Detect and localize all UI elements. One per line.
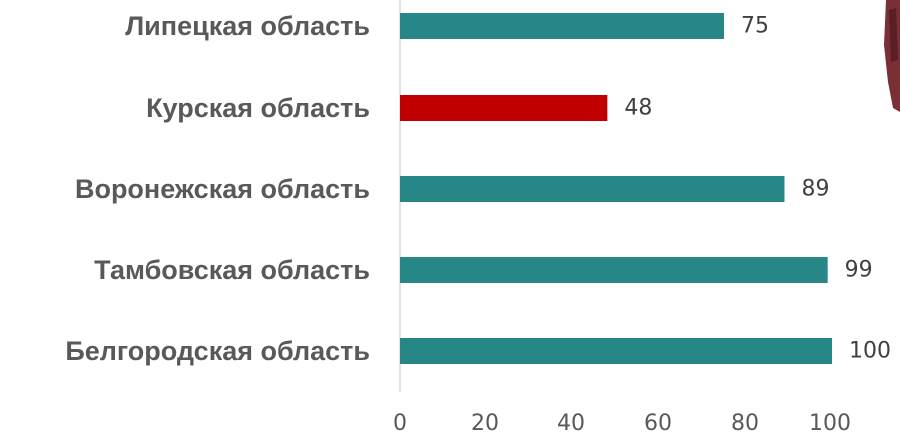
x-tick-label: 100 [809, 411, 851, 436]
category-labels: Липецкая область Курская область Воронежск… [65, 11, 370, 366]
value-label: 100 [849, 339, 891, 364]
x-tick-label: 40 [557, 411, 585, 436]
category-label: Тамбовская область [94, 255, 370, 285]
value-labels: 75 48 89 99 100 [624, 14, 891, 364]
category-label: Липецкая область [125, 11, 370, 41]
value-label: 89 [801, 177, 829, 202]
value-label: 75 [741, 14, 769, 39]
category-label: Воронежская область [75, 174, 370, 204]
bar [400, 13, 724, 39]
x-tick-label: 20 [471, 411, 499, 436]
person-photo-fragment [884, 0, 900, 112]
x-axis-ticks: 0 20 40 60 80 100 [393, 411, 851, 436]
value-label: 99 [845, 258, 873, 283]
category-label: Курская область [146, 93, 370, 123]
value-label: 48 [624, 96, 652, 121]
bar [400, 95, 608, 121]
category-label: Белгородская область [65, 336, 370, 366]
x-tick-label: 60 [644, 411, 672, 436]
bar [400, 338, 832, 364]
x-tick-label: 80 [731, 411, 759, 436]
bar [400, 176, 785, 202]
bars-layer [400, 13, 832, 364]
bar [400, 257, 828, 283]
x-tick-label: 0 [393, 411, 407, 436]
